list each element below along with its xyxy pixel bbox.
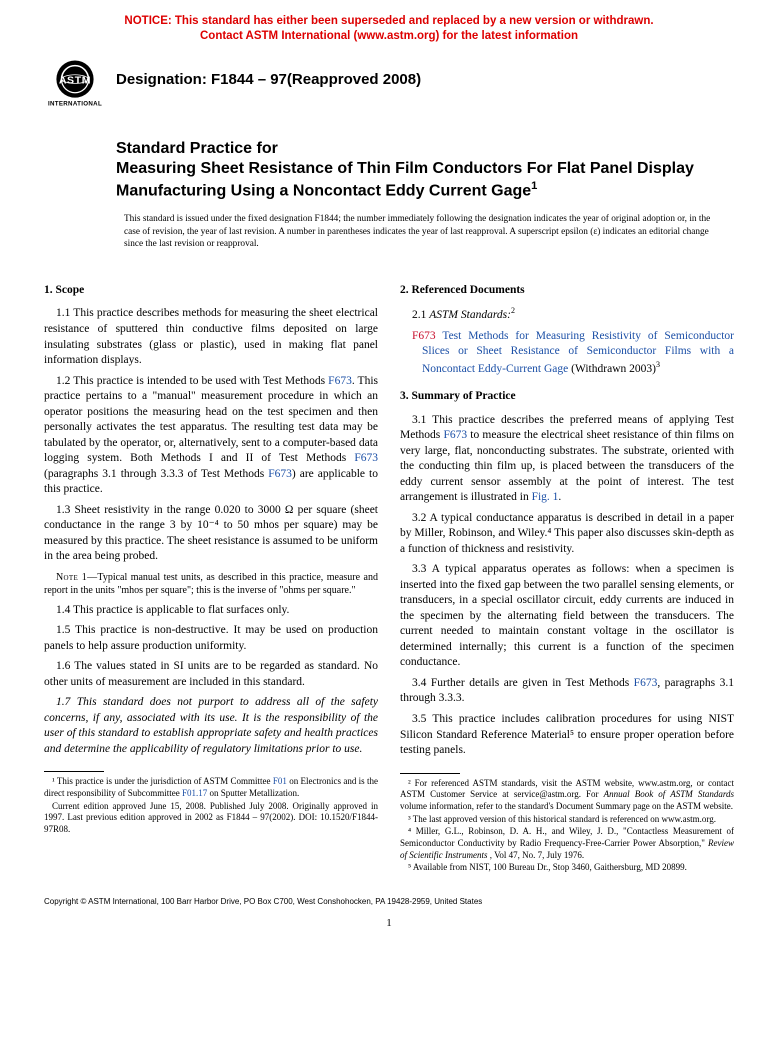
footnote-4: ⁴ Miller, G.L., Robinson, D. A. H., and … [400,826,734,861]
note-1: Note 1—Typical manual test units, as des… [44,571,378,598]
title-main: Measuring Sheet Resistance of Thin Film … [116,159,734,201]
svg-text:ASTM: ASTM [59,74,91,86]
para-1-2: 1.2 This practice is intended to be used… [44,374,378,498]
link-committee-f01[interactable]: F01 [273,776,287,786]
body-columns: 1. Scope 1.1 This practice describes met… [44,271,734,875]
svg-text:INTERNATIONAL: INTERNATIONAL [48,101,102,108]
title-block: Standard Practice for Measuring Sheet Re… [116,139,734,251]
para-3-3: 3.3 A typical apparatus operates as foll… [400,562,734,671]
footnote-2: ² For referenced ASTM standards, visit t… [400,778,734,813]
document-page: NOTICE: This standard has either been su… [0,0,778,951]
link-f673[interactable]: F673 [634,677,658,689]
link-fig-1[interactable]: Fig. 1 [532,491,559,503]
ref-code-f673[interactable]: F673 [412,330,436,342]
para-1-3: 1.3 Sheet resistivity in the range 0.020… [44,503,378,565]
footnotes-left: ¹ This practice is under the jurisdictio… [44,776,378,835]
designation-line: Designation: F1844 – 97(Reapproved 2008) [116,58,421,90]
section-1-head: 1. Scope [44,283,378,299]
notice-line2: Contact ASTM International (www.astm.org… [200,30,578,42]
right-column: 2. Referenced Documents 2.1 ASTM Standar… [400,271,734,875]
para-3-4: 3.4 Further details are given in Test Me… [400,676,734,707]
para-1-4: 1.4 This practice is applicable to flat … [44,603,378,619]
para-2-1: 2.1 ASTM Standards:2 [400,306,734,323]
supersession-notice: NOTICE: This standard has either been su… [44,14,734,44]
section-2-head: 2. Referenced Documents [400,283,734,299]
footnote-rule-right [400,773,460,774]
para-3-5: 3.5 This practice includes calibration p… [400,712,734,759]
section-3-head: 3. Summary of Practice [400,389,734,405]
para-1-5: 1.5 This practice is non-destructive. It… [44,623,378,654]
para-3-2: 3.2 A typical conductance apparatus is d… [400,511,734,558]
notice-line1: NOTICE: This standard has either been su… [124,15,653,27]
footnote-5: ⁵ Available from NIST, 100 Bureau Dr., S… [400,862,734,874]
para-1-7: 1.7 This standard does not purport to ad… [44,695,378,757]
page-number: 1 [44,916,734,931]
footnote-1b: Current edition approved June 15, 2008. … [44,801,378,836]
para-3-1: 3.1 This practice describes the preferre… [400,413,734,506]
header-row: ASTM INTERNATIONAL Designation: F1844 – … [44,58,734,113]
link-f673[interactable]: F673 [268,468,292,480]
para-1-6: 1.6 The values stated in SI units are to… [44,659,378,690]
link-f673[interactable]: F673 [354,452,378,464]
footnote-3: ³ The last approved version of this hist… [400,814,734,826]
para-1-1: 1.1 This practice describes methods for … [44,306,378,368]
link-subcommittee-f0117[interactable]: F01.17 [182,788,207,798]
astm-logo: ASTM INTERNATIONAL [44,58,106,113]
footnote-1: ¹ This practice is under the jurisdictio… [44,776,378,799]
footnote-rule-left [44,771,104,772]
title-lead: Standard Practice for [116,139,734,159]
copyright-line: Copyright © ASTM International, 100 Barr… [44,897,734,908]
ref-f673: F673 Test Methods for Measuring Resistiv… [400,329,734,377]
footnotes-right: ² For referenced ASTM standards, visit t… [400,778,734,875]
link-f673[interactable]: F673 [443,429,467,441]
left-column: 1. Scope 1.1 This practice describes met… [44,271,378,875]
link-f673[interactable]: F673 [328,375,352,387]
issue-note: This standard is issued under the fixed … [124,213,726,251]
